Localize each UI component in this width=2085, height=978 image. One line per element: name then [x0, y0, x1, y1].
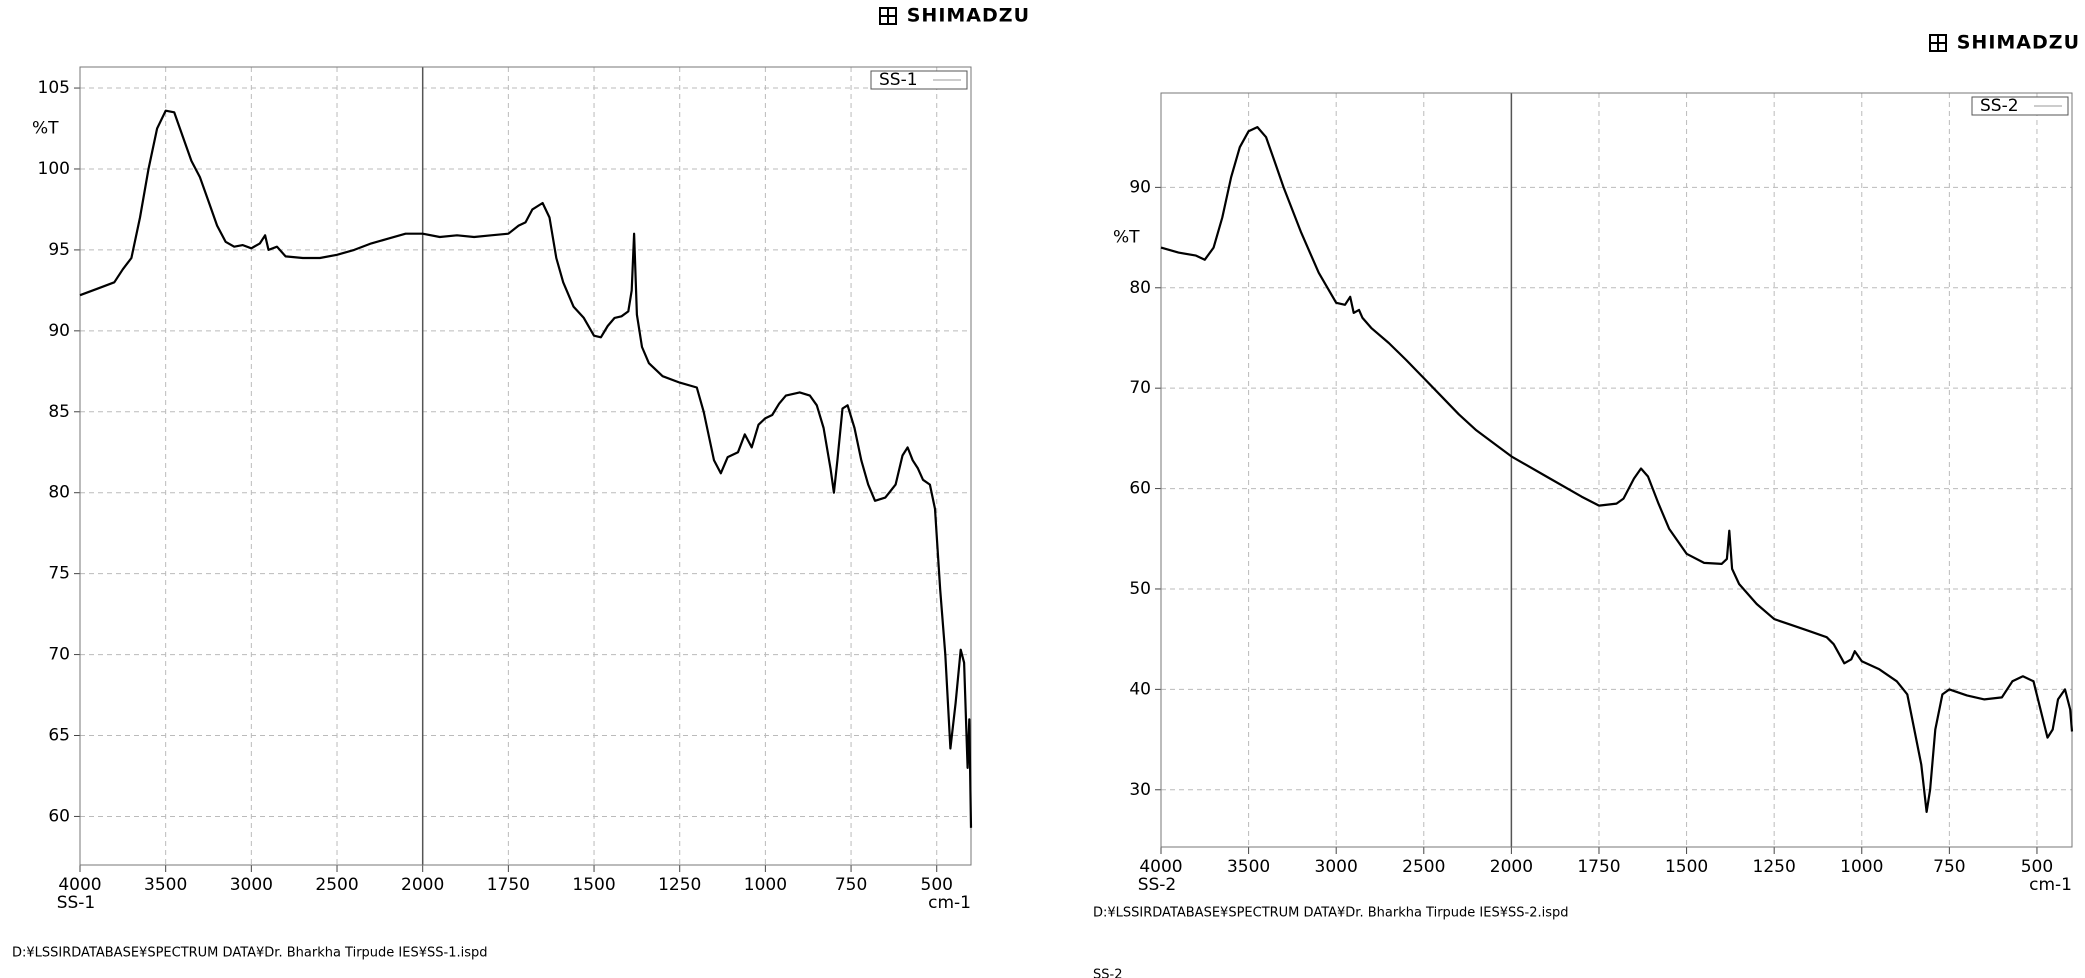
x-tick-label: 1500	[1665, 857, 1708, 877]
spectrum-line	[79, 109, 973, 828]
x-tick-label: 4000	[58, 875, 101, 895]
legend-label: SS-1	[879, 70, 918, 90]
logo: SHIMADZU	[1957, 32, 2080, 54]
legend-box	[1971, 96, 2069, 116]
y-tick-label: 70	[48, 645, 70, 665]
y-tick-label: 80	[1129, 278, 1151, 298]
x-tick-label: 750	[835, 875, 867, 895]
x-tick-label: 1000	[1840, 857, 1883, 877]
x-tick-label: 1500	[572, 875, 615, 895]
y-tick-label: 85	[48, 402, 70, 422]
file-path: D:¥LSSIRDATABASE¥SPECTRUM DATA¥Dr. Bhark…	[12, 946, 487, 961]
y-tick-label: 40	[1129, 679, 1151, 699]
sample-label: SS-2	[1138, 875, 1177, 895]
file-path: D:¥LSSIRDATABASE¥SPECTRUM DATA¥Dr. Bhark…	[1093, 906, 1568, 921]
x-axis-label: cm-1	[2029, 875, 2072, 895]
x-tick-label: 1750	[1577, 857, 1620, 877]
x-tick-label: 2000	[1490, 857, 1533, 877]
footer-label: SS-2	[1093, 968, 1122, 978]
y-tick-label: 80	[48, 483, 70, 503]
x-tick-label: 500	[921, 875, 953, 895]
legend-box	[870, 70, 968, 90]
sample-label: SS-1	[57, 893, 96, 913]
spectrum-line	[1160, 126, 2074, 813]
y-tick-label: 60	[1129, 479, 1151, 499]
x-tick-label: 2000	[401, 875, 444, 895]
y-tick-label: 105	[38, 78, 70, 98]
x-tick-label: 1750	[487, 875, 530, 895]
x-tick-label: 3500	[1227, 857, 1270, 877]
y-axis-label: %T	[32, 119, 59, 139]
x-axis-label: cm-1	[928, 893, 971, 913]
y-tick-label: 60	[48, 806, 70, 826]
y-tick-label: 100	[38, 159, 70, 179]
x-tick-label: 2500	[315, 875, 358, 895]
y-tick-label: 90	[48, 321, 70, 341]
legend-label: SS-2	[1980, 96, 2019, 116]
x-tick-label: 3000	[1315, 857, 1358, 877]
y-tick-label: 90	[1129, 177, 1151, 197]
y-tick-label: 50	[1129, 579, 1151, 599]
x-tick-label: 3500	[144, 875, 187, 895]
y-tick-label: 65	[48, 726, 70, 746]
plot-frame	[79, 66, 972, 866]
x-tick-label: 3000	[230, 875, 273, 895]
x-tick-label: 2500	[1402, 857, 1445, 877]
x-tick-label: 1000	[744, 875, 787, 895]
x-tick-label: 500	[2021, 857, 2053, 877]
plot-frame	[1160, 92, 2073, 848]
y-tick-label: 95	[48, 240, 70, 260]
x-tick-label: 4000	[1139, 857, 1182, 877]
x-tick-label: 1250	[1753, 857, 1796, 877]
x-tick-label: 1250	[658, 875, 701, 895]
x-tick-label: 750	[1933, 857, 1965, 877]
logo: SHIMADZU	[907, 5, 1030, 27]
y-axis-label: %T	[1113, 228, 1140, 248]
y-tick-label: 70	[1129, 378, 1151, 398]
y-tick-label: 30	[1129, 780, 1151, 800]
y-tick-label: 75	[48, 564, 70, 584]
